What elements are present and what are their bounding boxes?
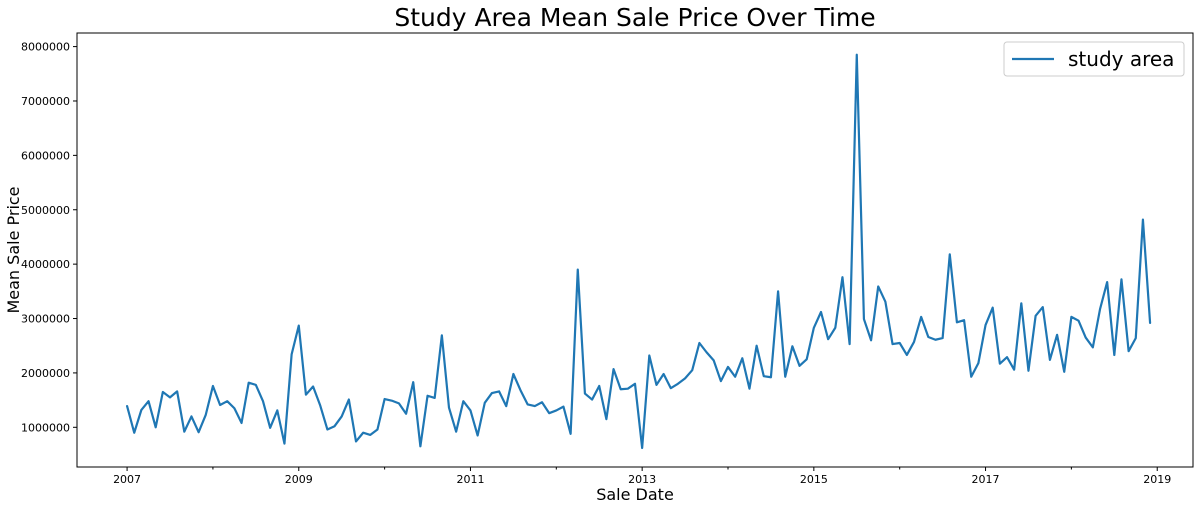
x-tick-label: 2009 <box>285 473 313 486</box>
x-tick-label: 2007 <box>113 473 141 486</box>
legend: study area <box>1003 41 1185 77</box>
x-axis-title: Sale Date <box>596 485 674 504</box>
x-axis: 2007 2009 2011 2013 2015 2017 2019 <box>113 467 1171 486</box>
x-tick-label: 2015 <box>800 473 828 486</box>
x-tick-label: 2011 <box>456 473 484 486</box>
y-tick-label: 5000000 <box>21 204 70 217</box>
y-axis: 1000000 2000000 3000000 4000000 5000000 60000… <box>21 41 77 434</box>
x-tick-label: 2013 <box>628 473 656 486</box>
y-tick-label: 4000000 <box>21 258 70 271</box>
y-tick-label: 2000000 <box>21 367 70 380</box>
series-layer <box>125 53 1152 450</box>
y-tick-label: 6000000 <box>21 149 70 162</box>
plot-area-frame <box>76 32 1194 468</box>
y-tick-label: 8000000 <box>21 41 70 54</box>
series-line-study-area <box>125 53 1152 450</box>
x-tick-label: 2017 <box>972 473 1000 486</box>
chart-title: Study Area Mean Sale Price Over Time <box>394 3 875 32</box>
x-tick-label: 2019 <box>1143 473 1171 486</box>
legend-frame <box>1003 41 1185 77</box>
y-axis-title: Mean Sale Price <box>4 186 23 313</box>
y-tick-label: 3000000 <box>21 313 70 326</box>
legend-label-study-area: study area <box>1068 47 1174 71</box>
y-tick-label: 1000000 <box>21 421 70 434</box>
y-tick-label: 7000000 <box>21 95 70 108</box>
